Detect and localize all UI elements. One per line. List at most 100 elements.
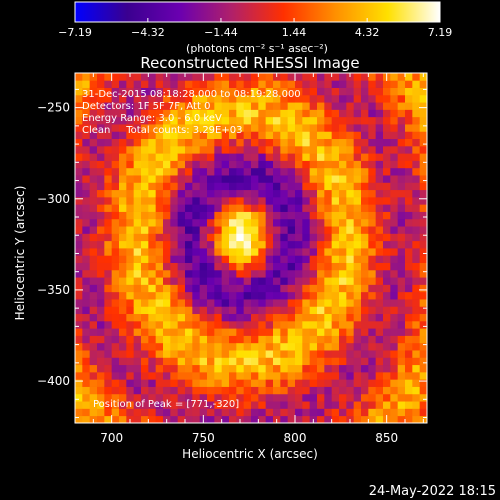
heatmap-cell (317, 109, 325, 118)
heatmap-cell (221, 364, 230, 373)
heatmap-cell (133, 306, 142, 315)
heatmap-cell (273, 379, 281, 387)
heatmap-cell (309, 328, 318, 336)
heatmap-cell (177, 233, 186, 242)
heatmap-cell (75, 233, 83, 242)
heatmap-cell (273, 211, 281, 220)
heatmap-cell (361, 182, 369, 191)
heatmap-cell (251, 167, 259, 176)
heatmap-cell (89, 226, 98, 234)
heatmap-cell (302, 320, 311, 329)
heatmap-cell (229, 175, 237, 183)
heatmap-cell (295, 371, 303, 380)
heatmap-cell (405, 248, 413, 256)
heatmap-cell (302, 204, 311, 212)
heatmap-cell (185, 386, 193, 395)
heatmap-cell (163, 80, 171, 88)
heatmap-cell (126, 357, 135, 366)
heatmap-cell (119, 277, 127, 285)
heatmap-cell (141, 211, 149, 220)
heatmap-cell (287, 124, 296, 132)
heatmap-cell (75, 350, 83, 358)
heatmap-cell (82, 175, 91, 183)
heatmap-cell (331, 401, 340, 409)
heatmap-cell (353, 211, 362, 220)
heatmap-cell (89, 153, 98, 161)
heatmap-cell (229, 138, 237, 147)
heatmap-cell (375, 393, 384, 402)
heatmap-cell (148, 313, 157, 322)
heatmap-cell (295, 160, 303, 169)
heatmap-cell (141, 371, 149, 380)
heatmap-cell (287, 415, 296, 423)
heatmap-cell (368, 364, 377, 373)
heatmap-cell (419, 175, 427, 183)
heatmap-cell (251, 335, 259, 344)
heatmap-cell (236, 87, 245, 96)
heatmap-cell (287, 218, 296, 227)
heatmap-cell (207, 87, 215, 96)
heatmap-cell (199, 320, 208, 329)
heatmap-cell (412, 153, 421, 161)
heatmap-cell (317, 379, 325, 387)
heatmap-cell (361, 167, 369, 176)
heatmap-cell (119, 248, 127, 256)
heatmap-cell (104, 124, 113, 132)
heatmap-cell (192, 277, 201, 285)
heatmap-cell (390, 204, 399, 212)
heatmap-cell (155, 211, 164, 220)
heatmap-cell (207, 240, 215, 249)
heatmap-cell (221, 299, 230, 307)
heatmap-cell (155, 299, 164, 307)
heatmap-cell (397, 211, 406, 220)
heatmap-cell (104, 196, 113, 205)
heatmap-cell (170, 87, 179, 96)
heatmap-cell (273, 145, 281, 154)
heatmap-cell (324, 204, 333, 212)
heatmap-cell (192, 116, 201, 125)
heatmap-cell (375, 102, 384, 110)
heatmap-cell (331, 240, 340, 249)
heatmap-cell (207, 218, 215, 227)
heatmap-cell (287, 109, 296, 118)
heatmap-cell (397, 218, 406, 227)
heatmap-cell (75, 102, 83, 110)
heatmap-cell (331, 255, 340, 263)
heatmap-cell (207, 357, 215, 366)
heatmap-cell (295, 87, 303, 96)
heatmap-cell (192, 175, 201, 183)
heatmap-cell (353, 415, 362, 423)
heatmap-cell (177, 116, 186, 125)
heatmap-cell (236, 291, 245, 300)
heatmap-cell (265, 401, 274, 409)
heatmap-cell (412, 277, 421, 285)
heatmap-cell (97, 109, 105, 118)
heatmap-cell (97, 299, 105, 307)
heatmap-cell (317, 240, 325, 249)
heatmap-cell (287, 306, 296, 315)
heatmap-cell (155, 80, 164, 88)
heatmap-cell (75, 145, 83, 154)
heatmap-cell (375, 189, 384, 198)
heatmap-cell (375, 401, 384, 409)
heatmap-cell (243, 371, 252, 380)
heatmap-cell (119, 153, 127, 161)
heatmap-cell (251, 218, 259, 227)
heatmap-cell (324, 182, 333, 191)
heatmap-cell (236, 116, 245, 125)
heatmap-cell (331, 233, 340, 242)
heatmap-cell (251, 342, 259, 351)
heatmap-cell (251, 248, 259, 256)
heatmap-cell (273, 269, 281, 278)
heatmap-cell (346, 255, 355, 263)
heatmap-cell (82, 131, 91, 140)
heatmap-cell (133, 313, 142, 322)
heatmap-cell (207, 167, 215, 176)
heatmap-cell (185, 248, 193, 256)
heatmap-cell (405, 335, 413, 344)
heatmap-cell (265, 145, 274, 154)
heatmap-cell (265, 248, 274, 256)
heatmap-cell (133, 357, 142, 366)
heatmap-cell (368, 116, 377, 125)
heatmap-cell (412, 255, 421, 263)
